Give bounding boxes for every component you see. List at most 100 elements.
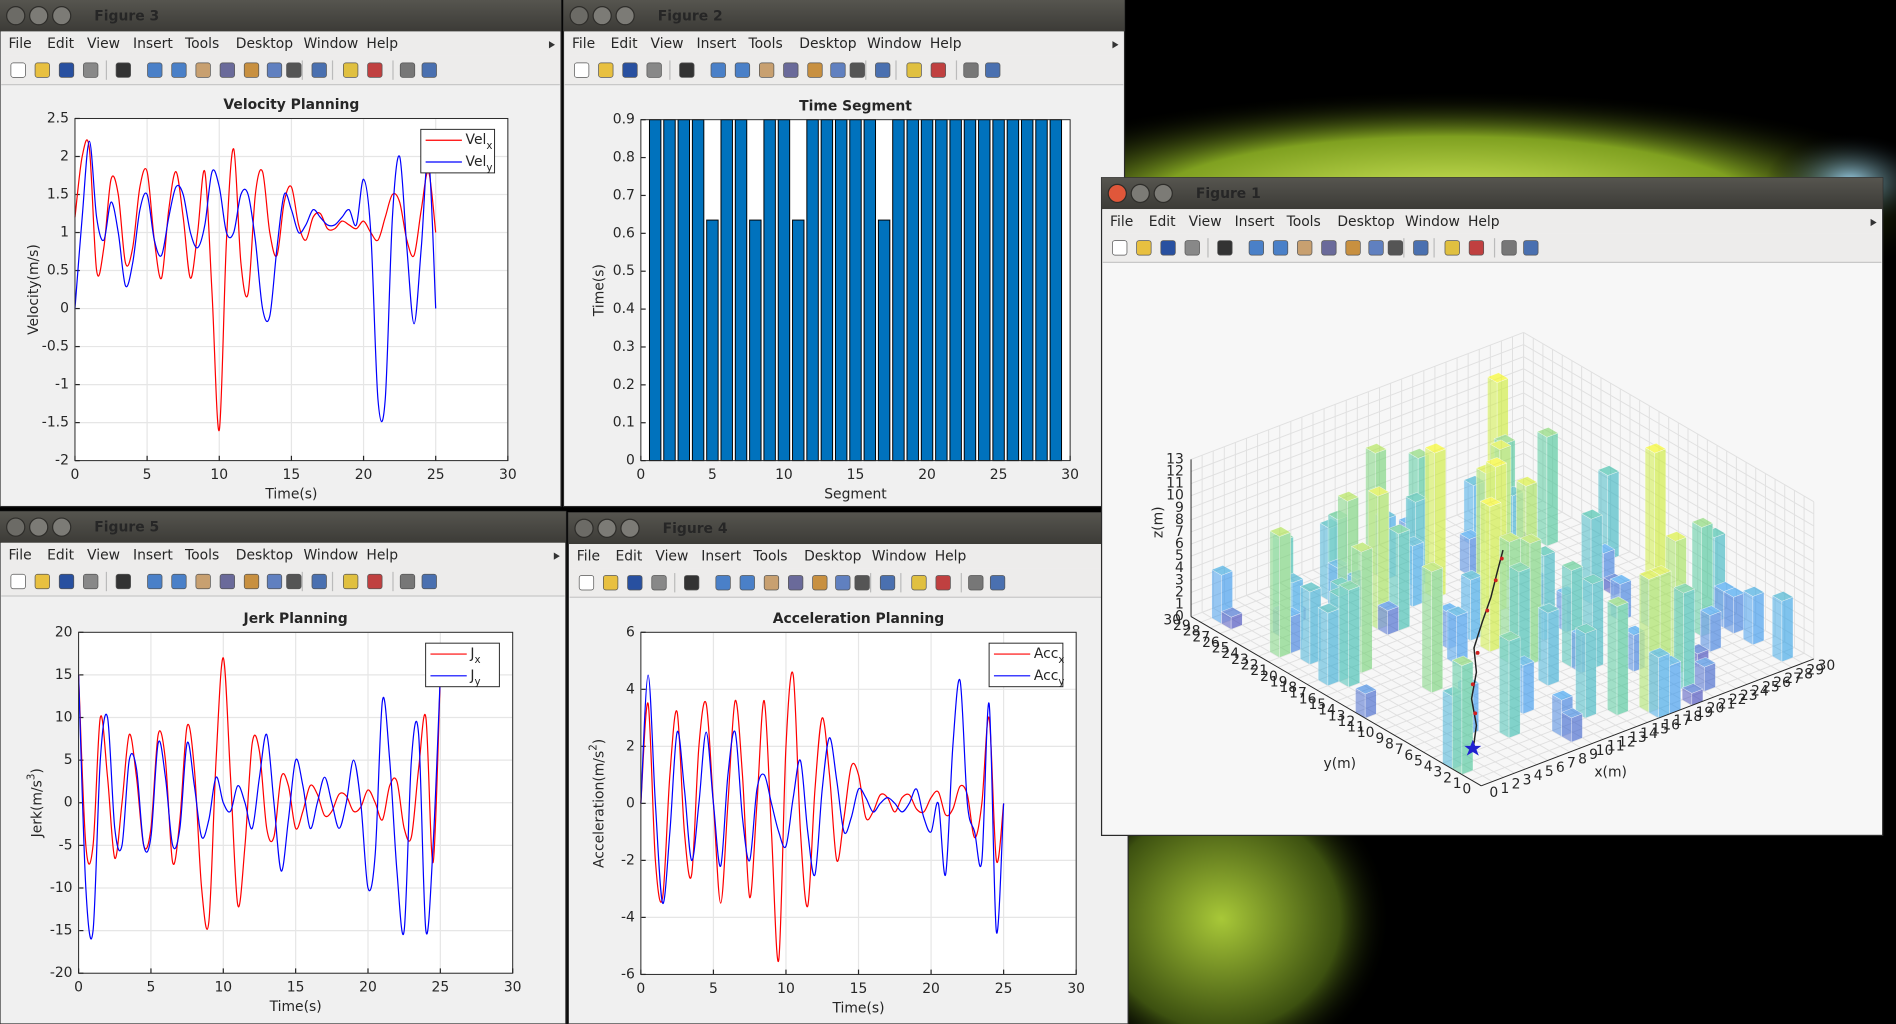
toolbar-button[interactable] <box>83 62 99 78</box>
menu-item[interactable]: Help <box>366 548 398 564</box>
menu-item[interactable]: Window <box>872 549 927 565</box>
toolbar-button[interactable] <box>578 575 595 591</box>
menu-item[interactable]: Tools <box>184 36 219 52</box>
toolbar-button[interactable] <box>147 573 163 590</box>
toolbar-button[interactable] <box>1160 240 1176 256</box>
minimize-button[interactable] <box>592 6 612 26</box>
toolbar-button[interactable] <box>1272 240 1289 256</box>
menu-item[interactable]: Window <box>867 36 922 52</box>
menu-item[interactable]: View <box>655 549 688 565</box>
toolbar-button[interactable] <box>906 62 922 78</box>
menu-item[interactable]: View <box>87 36 120 52</box>
toolbar-button[interactable] <box>421 573 437 590</box>
menu-item[interactable]: Edit <box>47 548 74 564</box>
toolbar-button[interactable] <box>243 573 260 590</box>
toolbar-button[interactable] <box>399 62 416 78</box>
toolbar-button[interactable] <box>1413 240 1429 256</box>
toolbar-button[interactable] <box>989 575 1006 591</box>
close-button[interactable] <box>6 6 26 26</box>
menu-item[interactable]: Insert <box>701 549 741 565</box>
toolbar-button[interactable] <box>219 62 235 78</box>
toolbar-button[interactable] <box>739 575 755 591</box>
toolbar-button[interactable] <box>875 62 891 78</box>
toolbar-button[interactable] <box>1297 240 1313 256</box>
menu-item[interactable]: Insert <box>133 548 173 564</box>
menu-item[interactable]: Tools <box>747 36 782 52</box>
maximize-button[interactable] <box>615 6 635 26</box>
close-button[interactable] <box>574 518 594 538</box>
toolbar-button[interactable] <box>759 62 775 78</box>
menu-item[interactable]: Insert <box>1235 214 1275 230</box>
menu-item[interactable]: File <box>572 36 595 52</box>
menu-item[interactable]: Tools <box>752 549 787 565</box>
toolbar-button[interactable] <box>684 575 700 591</box>
toolbar-button[interactable] <box>311 62 327 78</box>
toolbar-button[interactable] <box>783 62 799 78</box>
toolbar-button[interactable] <box>266 573 283 590</box>
toolbar-button[interactable] <box>219 573 235 590</box>
close-button[interactable] <box>1107 183 1127 204</box>
toolbar-button[interactable] <box>835 575 851 591</box>
toolbar-button[interactable] <box>1345 240 1361 256</box>
menu-item[interactable]: Help <box>1468 214 1500 230</box>
toolbar-button[interactable] <box>854 575 870 591</box>
toolbar-button[interactable] <box>1468 240 1485 256</box>
minimize-button[interactable] <box>29 6 49 26</box>
menu-item[interactable]: Insert <box>133 36 173 52</box>
menu-item[interactable]: Edit <box>47 36 74 52</box>
toolbar-button[interactable] <box>734 62 751 78</box>
toolbar-button[interactable] <box>603 575 619 591</box>
toolbar-button[interactable] <box>115 62 131 78</box>
toolbar-button[interactable] <box>10 62 26 78</box>
toolbar-button[interactable] <box>788 575 804 591</box>
toolbar-button[interactable] <box>286 62 302 78</box>
menu-item[interactable]: View <box>87 548 120 564</box>
toolbar-button[interactable] <box>598 62 614 78</box>
toolbar-button[interactable] <box>1112 240 1128 256</box>
toolbar-button[interactable] <box>911 575 927 591</box>
maximize-button[interactable] <box>51 517 72 537</box>
toolbar-button[interactable] <box>710 62 726 78</box>
maximize-button[interactable] <box>1153 183 1173 204</box>
toolbar-button[interactable] <box>421 62 437 78</box>
toolbar-button[interactable] <box>573 62 590 78</box>
toolbar-button[interactable] <box>195 573 211 590</box>
maximize-button[interactable] <box>620 518 640 538</box>
toolbar-button[interactable] <box>763 575 780 591</box>
menu-item[interactable]: Window <box>304 36 359 52</box>
toolbar-button[interactable] <box>58 62 75 78</box>
menu-item[interactable]: Window <box>1405 214 1460 230</box>
menu-item[interactable]: Tools <box>184 548 219 564</box>
toolbar-button[interactable] <box>399 573 416 590</box>
menu-item[interactable]: Edit <box>615 549 642 565</box>
toolbar-button[interactable] <box>849 62 865 78</box>
menu-item[interactable]: Desktop <box>799 36 856 52</box>
toolbar-button[interactable] <box>812 575 828 591</box>
toolbar-button[interactable] <box>311 573 327 590</box>
toolbar-button[interactable] <box>985 62 1001 78</box>
menu-item[interactable]: Desktop <box>1337 214 1394 230</box>
menu-item[interactable]: File <box>8 548 31 564</box>
toolbar-button[interactable] <box>1368 240 1384 256</box>
menu-item[interactable]: Insert <box>696 36 736 52</box>
menu-item[interactable]: Desktop <box>804 549 861 565</box>
menu-item[interactable]: Edit <box>1149 214 1176 230</box>
toolbar-button[interactable] <box>171 62 187 78</box>
toolbar-button[interactable] <box>286 573 302 590</box>
menu-item[interactable]: Window <box>304 548 359 564</box>
toolbar-button[interactable] <box>646 62 662 78</box>
toolbar-button[interactable] <box>115 573 131 590</box>
toolbar-button[interactable] <box>1184 240 1200 256</box>
toolbar-button[interactable] <box>1523 240 1539 256</box>
toolbar-button[interactable] <box>830 62 846 78</box>
menu-item[interactable]: File <box>577 549 600 565</box>
toolbar-button[interactable] <box>1444 240 1460 256</box>
toolbar-button[interactable] <box>968 575 984 591</box>
toolbar-button[interactable] <box>83 573 99 590</box>
toolbar-button[interactable] <box>1136 240 1152 256</box>
menu-item[interactable]: Desktop <box>236 548 293 564</box>
menu-item[interactable]: Desktop <box>236 36 293 52</box>
toolbar-button[interactable] <box>367 573 383 590</box>
menu-item[interactable]: Help <box>930 36 962 52</box>
toolbar-button[interactable] <box>147 62 163 78</box>
